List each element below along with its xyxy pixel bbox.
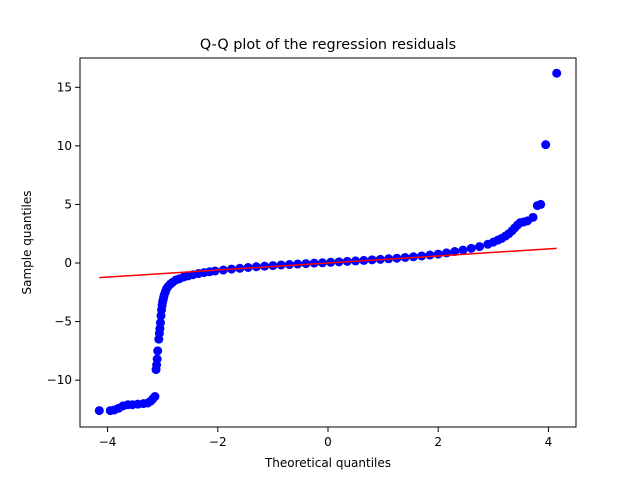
plot-area-frame <box>79 57 577 428</box>
data-point <box>541 140 551 150</box>
data-point <box>466 243 476 253</box>
x-tick-label: 0 <box>324 435 332 449</box>
data-point <box>301 259 311 269</box>
y-tick-label: 10 <box>57 139 72 153</box>
data-point <box>536 199 546 209</box>
data-point <box>260 261 270 271</box>
data-point <box>528 212 538 222</box>
data-point <box>417 251 427 261</box>
y-tick-label: 5 <box>64 197 72 211</box>
data-point <box>153 346 163 356</box>
fit-line <box>99 247 557 279</box>
axis-ticks: −4 −2 0 2 4 −10 −5 0 5 10 15 <box>47 80 553 449</box>
y-axis-label: Sample quantiles <box>20 191 34 295</box>
data-point <box>309 258 319 268</box>
y-tick-label: 15 <box>57 80 72 94</box>
data-point <box>251 262 261 272</box>
data-point <box>458 245 468 255</box>
x-tick-label: 4 <box>545 435 553 449</box>
x-tick-label: −2 <box>209 435 227 449</box>
data-point <box>94 406 104 416</box>
data-point <box>475 242 485 252</box>
x-tick-label: −4 <box>99 435 117 449</box>
data-point <box>268 261 278 271</box>
x-axis-label: Theoretical quantiles <box>264 456 391 470</box>
y-tick-label: −5 <box>54 315 72 329</box>
y-tick-label: −10 <box>47 373 72 387</box>
chart-title: Q-Q plot of the regression residuals <box>200 37 456 53</box>
y-tick-label: 0 <box>64 256 72 270</box>
x-tick-label: 2 <box>434 435 442 449</box>
data-point <box>155 318 165 328</box>
data-point <box>293 259 303 269</box>
reference-line <box>99 247 557 279</box>
data-point <box>150 392 160 402</box>
data-point <box>284 260 294 270</box>
data-point <box>425 250 435 260</box>
data-point <box>152 354 162 364</box>
data-point <box>276 260 286 270</box>
data-point <box>552 68 562 78</box>
data-point <box>450 247 460 257</box>
data-point <box>433 249 443 259</box>
